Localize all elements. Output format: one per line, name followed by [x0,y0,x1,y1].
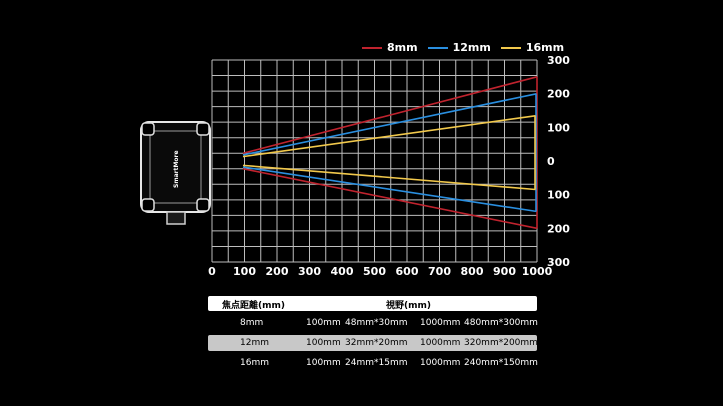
x-tick-label: 600 [396,265,419,278]
legend-swatch [427,46,448,49]
y-tick-label: 100 [547,189,570,202]
table-row: 12mm 100mm 32mm*20mm 1000mm 320mm*200mm [208,335,538,351]
x-tick-label: 200 [266,265,289,278]
cell-focal: 8mm [240,318,264,328]
x-tick-label: 700 [428,265,451,278]
series-line-lower-16mm [242,164,538,191]
cell-focal: 12mm [240,338,269,348]
x-tick-label: 400 [331,265,354,278]
series-line-upper-8mm [242,76,538,155]
header-fov: 視野(mm) [386,301,431,311]
legend-label: 8mm [387,41,418,54]
cell-fov-near: 32mm*20mm [345,338,408,348]
legend-swatch [362,46,382,49]
cell-distance-far: 1000mm [420,318,461,328]
header-focal: 焦点距離(mm) [222,301,285,311]
camera-corner-bumper [196,122,210,136]
cell-distance-near: 100mm [306,358,341,368]
camera-corner-bumper [141,122,155,136]
x-tick-label: 1000 [522,265,553,278]
y-tick-label: 0 [547,155,555,168]
legend-label: 16mm [525,41,565,54]
cell-fov-near: 48mm*30mm [345,318,408,328]
chart-legend: 8mm 12mm 16mm [362,41,564,54]
cell-distance-far: 1000mm [420,358,461,368]
x-tick-label: 500 [363,265,386,278]
legend-item-8mm: 8mm [362,41,418,54]
cell-distance-far: 1000mm [420,338,461,348]
cell-fov-far: 480mm*300mm [464,318,538,328]
cell-focal: 16mm [240,358,269,368]
legend-item-12mm: 12mm [427,41,491,54]
camera-face [149,130,202,204]
y-tick-label: 200 [547,222,570,235]
spec-table: 焦点距離(mm) 視野(mm) 8mm 100mm 48mm*30mm 1000… [208,296,538,371]
x-tick-label: 0 [208,265,216,278]
y-tick-label: 300 [547,54,570,67]
cell-distance-near: 100mm [306,338,341,348]
series-line-upper-16mm [242,114,538,158]
y-tick-label: 300 [547,256,570,269]
legend-label: 12mm [452,41,491,54]
series-line-lower-8mm [242,167,538,230]
y-tick-label: 200 [547,88,570,101]
device-brand-label: SmartMore [173,150,180,188]
x-tick-label: 900 [493,265,516,278]
table-row: 8mm 100mm 48mm*30mm 1000mm 480mm*300mm [208,315,538,331]
series-line-lower-12mm [242,166,538,213]
x-tick-label: 100 [233,265,256,278]
camera-corner-bumper [141,198,155,212]
table-row: 16mm 100mm 24mm*15mm 1000mm 240mm*150mm [208,355,538,371]
series-line-upper-12mm [242,92,538,156]
camera-corner-bumper [196,198,210,212]
legend-item-16mm: 16mm [500,41,565,54]
legend-swatch [500,46,521,49]
table-header: 焦点距離(mm) 視野(mm) [208,296,537,311]
cell-fov-far: 240mm*150mm [464,358,538,368]
camera-connector [166,211,186,225]
cell-fov-near: 24mm*15mm [345,358,408,368]
y-tick-label: 100 [547,121,570,134]
cell-distance-near: 100mm [306,318,341,328]
cell-fov-far: 320mm*200mm [464,338,538,348]
x-tick-label: 300 [298,265,321,278]
x-tick-label: 800 [461,265,484,278]
